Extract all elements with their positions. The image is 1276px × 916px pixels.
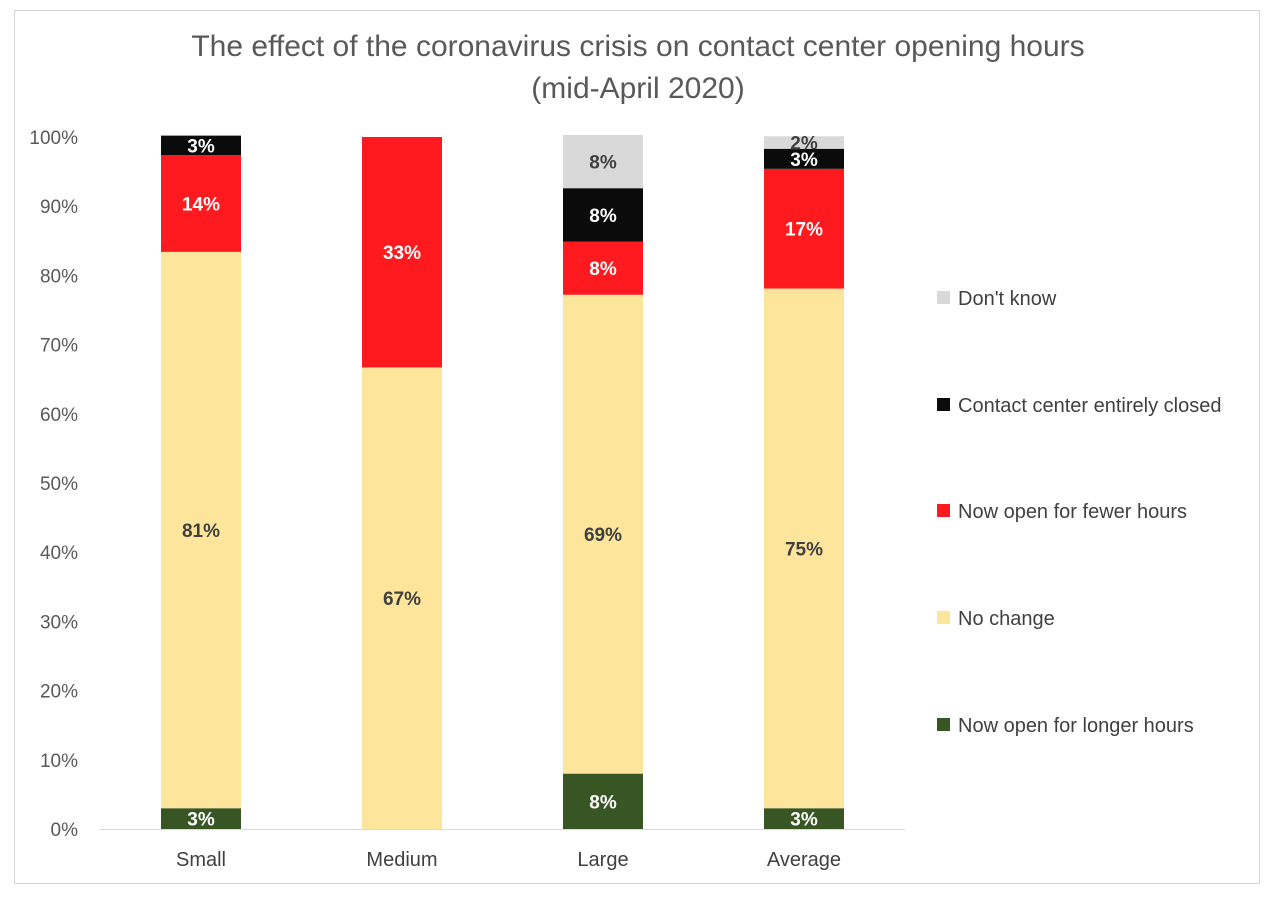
legend: Don't know Contact center entirely closed… xyxy=(937,288,1221,737)
chart-subtitle: (mid-April 2020) xyxy=(531,72,745,105)
y-tick-label: 0% xyxy=(51,820,79,841)
data-label: 3% xyxy=(790,810,818,831)
bar-segment xyxy=(563,241,643,295)
bar-segment xyxy=(764,288,844,809)
legend-label: No change xyxy=(958,608,1055,630)
data-label: 81% xyxy=(182,521,220,542)
y-tick-label: 100% xyxy=(29,128,78,149)
bar-segment xyxy=(362,367,442,829)
legend-swatch xyxy=(937,398,950,411)
data-label: 8% xyxy=(589,792,617,813)
data-label: 67% xyxy=(383,589,421,610)
x-tick-label: Small xyxy=(176,849,226,871)
data-label: 8% xyxy=(589,206,617,227)
y-tick-label: 70% xyxy=(40,336,78,357)
y-tick-label: 40% xyxy=(40,543,78,564)
y-tick-label: 30% xyxy=(40,612,78,633)
data-label: 8% xyxy=(589,153,617,174)
legend-label: Contact center entirely closed xyxy=(958,395,1221,417)
y-tick-label: 80% xyxy=(40,266,78,287)
x-axis: Small Medium Large Average xyxy=(176,849,841,871)
bar-segment xyxy=(563,294,643,774)
legend-swatch xyxy=(937,611,950,624)
bar-segment xyxy=(161,808,241,829)
x-tick-label: Average xyxy=(767,849,841,871)
legend-swatch xyxy=(937,291,950,304)
data-label: 33% xyxy=(383,243,421,264)
data-label: 2% xyxy=(790,134,818,155)
legend-label: Don't know xyxy=(958,288,1057,310)
data-label: 3% xyxy=(187,810,215,831)
bar-segment xyxy=(161,135,241,155)
x-tick-label: Medium xyxy=(366,849,437,871)
bar-segment xyxy=(563,134,643,189)
legend-label: Now open for fewer hours xyxy=(958,501,1187,523)
data-label: 3% xyxy=(187,136,215,157)
data-label: 69% xyxy=(584,525,622,546)
bar-segment xyxy=(764,148,844,169)
y-tick-label: 20% xyxy=(40,682,78,703)
y-tick-label: 60% xyxy=(40,405,78,426)
bar-segment xyxy=(764,808,844,829)
data-label: 14% xyxy=(182,194,220,215)
legend-swatch xyxy=(937,718,950,731)
y-tick-label: 10% xyxy=(40,751,78,772)
x-tick-label: Large xyxy=(577,849,628,871)
legend-label: Now open for longer hours xyxy=(958,715,1194,737)
bars: 3%81%14%3%67%33%8%69%8%8%8%3%75%17%3%2% xyxy=(161,134,844,831)
chart-title-line: The effect of the coronavirus crisis on … xyxy=(191,30,1085,63)
legend-swatch xyxy=(937,504,950,517)
bar-segment xyxy=(161,251,241,809)
data-label: 17% xyxy=(785,220,823,241)
y-axis: 0% 10% 20% 30% 40% 50% 60% 70% 80% 90% 100% xyxy=(29,128,905,841)
data-label: 8% xyxy=(589,259,617,280)
chart-frame xyxy=(14,10,1260,884)
bar-segment xyxy=(764,168,844,289)
bar-segment xyxy=(161,154,241,252)
chart-title: The effect of the coronavirus crisis on … xyxy=(0,26,1276,110)
y-tick-label: 50% xyxy=(40,474,78,495)
bar-segment xyxy=(362,137,442,368)
bar-segment xyxy=(563,773,643,829)
bar-segment xyxy=(563,188,643,242)
y-tick-label: 90% xyxy=(40,197,78,218)
data-label: 75% xyxy=(785,539,823,560)
data-label: 3% xyxy=(790,150,818,171)
bar-segment xyxy=(764,136,844,149)
